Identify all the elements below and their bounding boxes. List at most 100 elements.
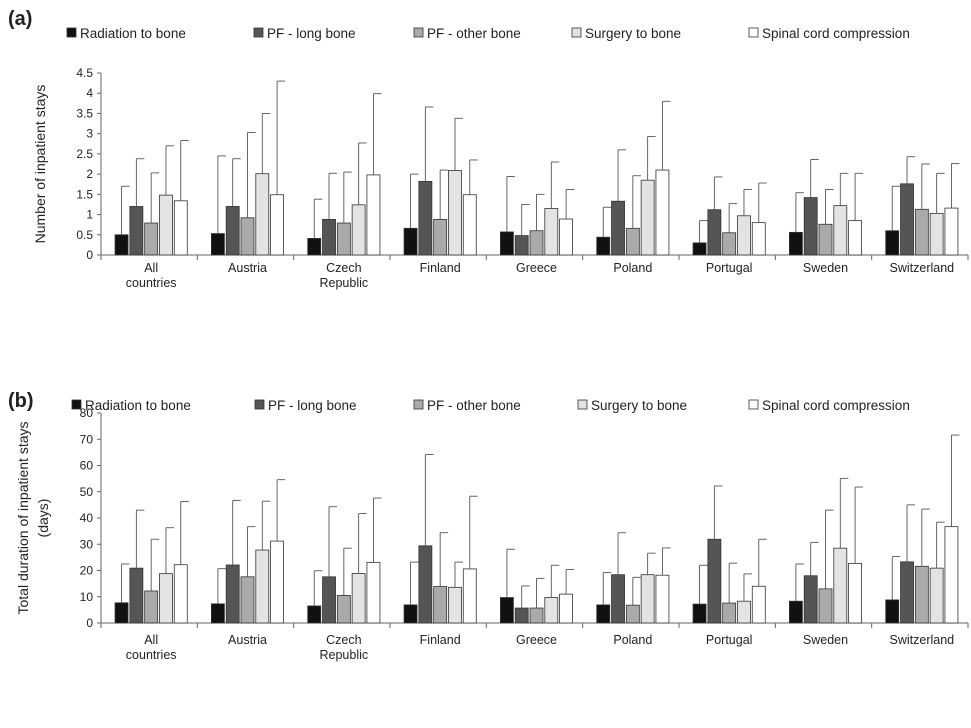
y-tick-label: 80 bbox=[80, 406, 94, 420]
bar bbox=[462, 568, 477, 624]
bar bbox=[514, 607, 529, 624]
bar bbox=[789, 231, 803, 256]
y-tick-label: 2 bbox=[86, 167, 93, 181]
panel-label: (b) bbox=[8, 390, 34, 412]
y-axis-label-line: Number of inpatient stays bbox=[32, 85, 48, 244]
bar bbox=[114, 234, 129, 256]
bar bbox=[803, 197, 818, 256]
y-tick-label: 30 bbox=[80, 537, 94, 551]
bar bbox=[818, 223, 833, 256]
bar bbox=[803, 575, 818, 624]
bar bbox=[225, 564, 240, 624]
y-tick-label: 3 bbox=[86, 127, 93, 141]
legend-entry: Radiation to bone bbox=[85, 398, 191, 413]
chart-panel-a: (a) Radiation to bone PF - long bone PF - o… bbox=[8, 8, 969, 290]
legend-swatch bbox=[748, 399, 759, 410]
bar bbox=[448, 170, 462, 256]
bar bbox=[929, 212, 944, 256]
x-tick-label: Greece bbox=[516, 633, 557, 647]
y-tick-label: 4.5 bbox=[76, 66, 93, 80]
bar bbox=[173, 564, 188, 624]
bar bbox=[944, 526, 959, 624]
bar bbox=[914, 565, 929, 624]
bar bbox=[322, 576, 336, 624]
bar bbox=[559, 593, 573, 624]
y-tick-label: 3.5 bbox=[76, 106, 93, 120]
bar bbox=[611, 574, 625, 624]
y-tick-label: 1 bbox=[86, 208, 93, 222]
bar bbox=[611, 200, 625, 256]
bar bbox=[307, 605, 322, 624]
bar bbox=[366, 174, 381, 256]
bar bbox=[640, 574, 655, 624]
bar bbox=[129, 206, 144, 256]
bar bbox=[336, 222, 351, 256]
bar bbox=[900, 561, 914, 624]
bar bbox=[692, 242, 707, 256]
bar bbox=[144, 222, 159, 256]
bar bbox=[351, 204, 366, 256]
legend-swatch bbox=[71, 399, 82, 410]
bar bbox=[433, 586, 448, 624]
bar bbox=[240, 576, 255, 624]
legend-swatch bbox=[571, 27, 582, 38]
y-tick-label: 70 bbox=[80, 432, 94, 446]
bar bbox=[707, 538, 722, 624]
x-tick-label: Austria bbox=[228, 261, 267, 275]
bar bbox=[514, 235, 529, 256]
bar bbox=[129, 567, 144, 624]
y-tick-label: 40 bbox=[80, 511, 94, 525]
bar bbox=[625, 227, 640, 256]
bar bbox=[640, 179, 655, 256]
bar bbox=[900, 183, 914, 256]
y-axis-label-line: (days) bbox=[35, 499, 51, 538]
x-tick-label: Austria bbox=[228, 633, 267, 647]
x-tick-label: Finland bbox=[420, 633, 461, 647]
bar bbox=[529, 230, 544, 256]
legend-entry: Surgery to bone bbox=[591, 398, 687, 413]
bar bbox=[833, 547, 848, 624]
bar bbox=[559, 218, 573, 256]
bar bbox=[544, 208, 559, 256]
legend-entry: Spinal cord compression bbox=[762, 26, 910, 41]
bar bbox=[885, 599, 900, 624]
y-tick-label: 60 bbox=[80, 459, 94, 473]
panel-label: (a) bbox=[8, 8, 32, 30]
bar bbox=[210, 603, 225, 624]
x-tick-label: Republic bbox=[320, 276, 369, 290]
bar bbox=[722, 232, 737, 256]
bar bbox=[366, 561, 381, 624]
bar bbox=[448, 586, 462, 624]
x-tick-label: Czech bbox=[326, 633, 361, 647]
bar bbox=[240, 217, 255, 256]
x-tick-label: Republic bbox=[320, 648, 369, 662]
y-tick-label: 20 bbox=[80, 564, 94, 578]
bar bbox=[944, 207, 959, 256]
y-tick-label: 10 bbox=[80, 590, 94, 604]
bar bbox=[114, 602, 129, 624]
bar bbox=[544, 597, 559, 624]
x-tick-label: All bbox=[144, 633, 158, 647]
x-tick-label: All bbox=[144, 261, 158, 275]
bar bbox=[336, 595, 351, 624]
y-tick-label: 0 bbox=[86, 616, 93, 630]
bar bbox=[848, 220, 862, 256]
legend-swatch bbox=[253, 27, 264, 38]
legend-entry: PF - long bone bbox=[267, 26, 356, 41]
bar bbox=[789, 600, 803, 624]
legend-entry: Surgery to bone bbox=[585, 26, 681, 41]
bar bbox=[307, 238, 322, 256]
legend-entry: PF - other bone bbox=[427, 398, 521, 413]
bar bbox=[499, 231, 514, 256]
y-axis-label: Total duration of inpatient stays (days) bbox=[15, 421, 51, 614]
y-tick-label: 4 bbox=[86, 86, 93, 100]
legend-swatch bbox=[254, 399, 265, 410]
legend-swatch bbox=[66, 27, 77, 38]
legend-entry: Spinal cord compression bbox=[762, 398, 910, 413]
legend-swatch bbox=[748, 27, 759, 38]
bar bbox=[322, 219, 336, 256]
bar bbox=[210, 233, 225, 256]
bar bbox=[655, 169, 670, 256]
bar bbox=[270, 194, 285, 256]
